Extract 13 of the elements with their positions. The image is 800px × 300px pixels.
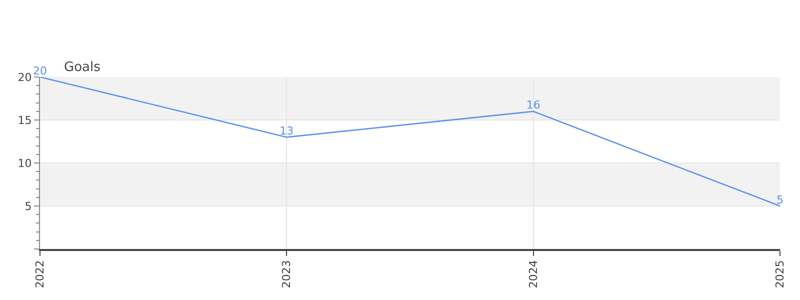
y-tick-label: 10 (18, 156, 32, 170)
x-tick-label: 2022 (34, 260, 47, 288)
x-tick-label: 2025 (774, 260, 787, 288)
y-tick-label: 20 (18, 70, 32, 84)
y-axis-title: Goals (64, 60, 101, 75)
y-tick-label: 15 (18, 114, 32, 127)
data-label: 20 (33, 64, 47, 78)
x-tick-label: 2023 (280, 260, 294, 288)
x-tick-label: 2024 (526, 260, 540, 288)
data-label: 16 (526, 98, 540, 112)
data-label: 13 (280, 124, 294, 138)
data-label: 5 (776, 193, 784, 206)
y-tick-label: 5 (24, 200, 32, 213)
